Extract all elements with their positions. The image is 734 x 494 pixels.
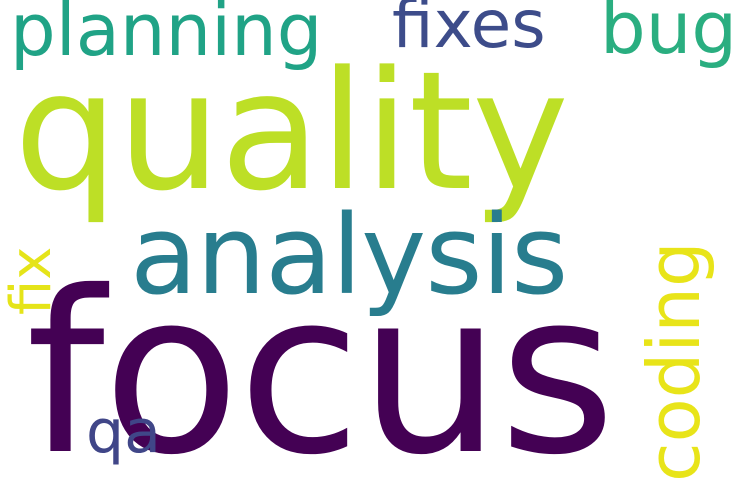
word-quality: quality (14, 36, 569, 227)
word-fixes: fixes (392, 0, 546, 63)
word-bug: bug (600, 0, 734, 70)
word-analysis: analysis (130, 191, 568, 319)
word-focus: focus (26, 243, 616, 494)
word-planning: planning (10, 0, 323, 72)
word-qa: qa (86, 397, 161, 467)
word-coding: coding (632, 241, 716, 482)
